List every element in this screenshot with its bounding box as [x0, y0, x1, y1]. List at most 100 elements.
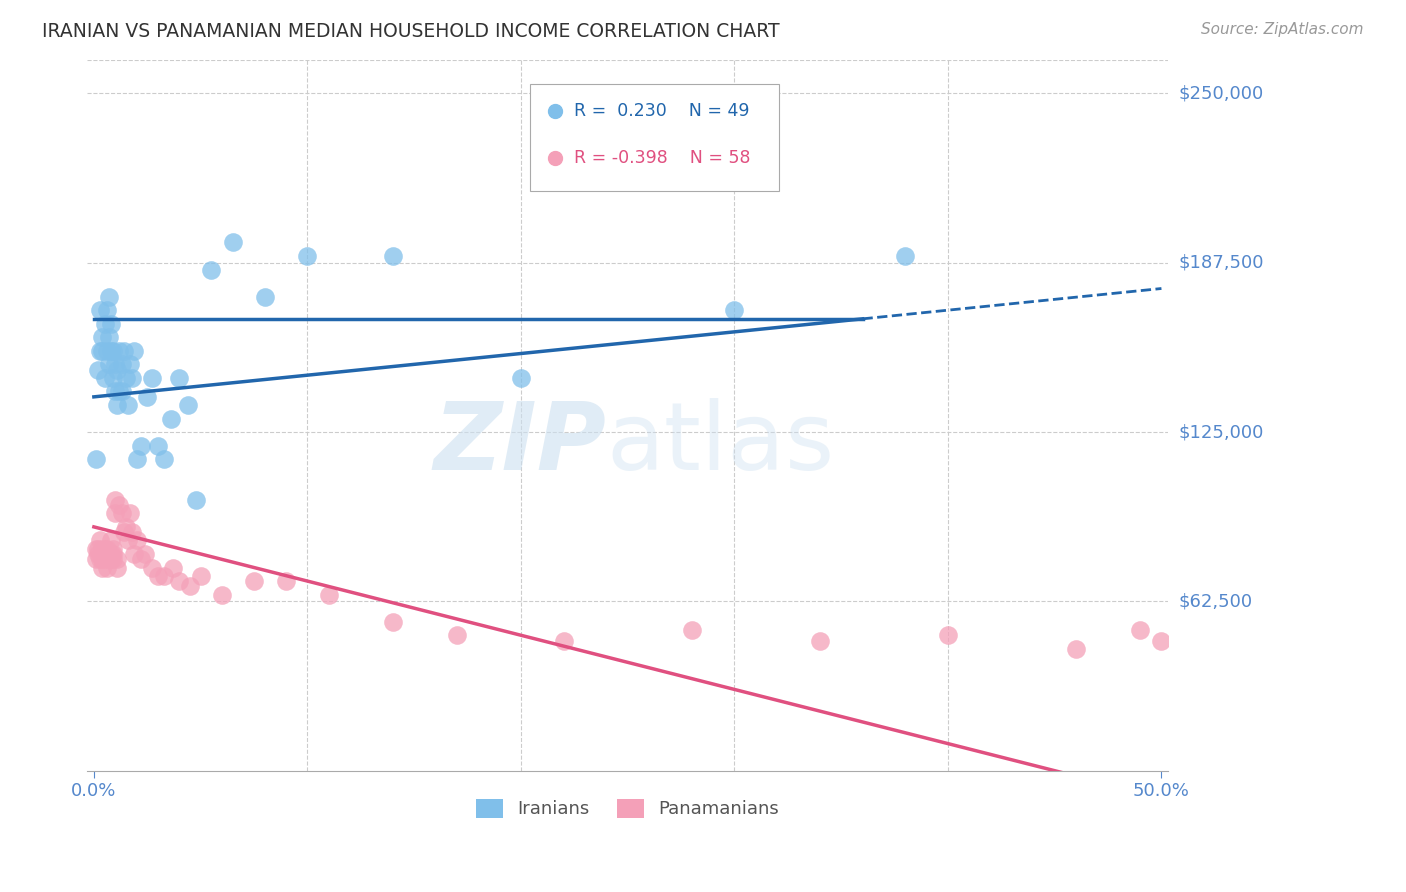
Point	[1007, 764, 1029, 778]
Point	[105, 398, 128, 412]
Point	[91, 541, 114, 556]
Point	[93, 541, 115, 556]
Point	[120, 357, 142, 371]
Point	[221, 235, 243, 250]
Point	[100, 343, 122, 358]
Point	[101, 343, 124, 358]
Point	[89, 533, 111, 548]
Point	[97, 552, 120, 566]
Point	[115, 371, 138, 385]
Point	[179, 579, 201, 593]
Point	[681, 623, 703, 637]
Point	[186, 492, 208, 507]
Point	[93, 547, 115, 561]
Point	[91, 343, 114, 358]
Point	[1064, 641, 1087, 656]
Point	[381, 615, 404, 629]
Point	[146, 439, 169, 453]
Point	[153, 568, 176, 582]
Point	[141, 371, 163, 385]
Point	[93, 371, 115, 385]
Point	[111, 357, 134, 371]
Point	[108, 343, 131, 358]
Text: IRANIAN VS PANAMANIAN MEDIAN HOUSEHOLD INCOME CORRELATION CHART: IRANIAN VS PANAMANIAN MEDIAN HOUSEHOLD I…	[42, 22, 780, 41]
Point	[96, 541, 118, 556]
Text: R =  0.230    N = 49: R = 0.230 N = 49	[574, 102, 749, 120]
Point	[104, 357, 127, 371]
Point	[97, 330, 120, 344]
Point	[105, 560, 128, 574]
Point	[104, 492, 127, 507]
Point	[111, 384, 134, 399]
Point	[100, 552, 122, 566]
Point	[97, 547, 120, 561]
Text: $62,500: $62,500	[1180, 592, 1253, 610]
Point	[104, 506, 127, 520]
Point	[100, 317, 122, 331]
Point	[108, 384, 131, 399]
Point	[125, 452, 148, 467]
Point	[89, 343, 111, 358]
Point	[146, 568, 169, 582]
Point	[89, 303, 111, 318]
Text: $187,500: $187,500	[1180, 253, 1264, 272]
Point	[169, 371, 191, 385]
Point	[93, 317, 115, 331]
Point	[87, 363, 110, 377]
Point	[117, 533, 139, 548]
Point	[89, 552, 111, 566]
Point	[159, 411, 181, 425]
Point	[96, 547, 118, 561]
Point	[125, 533, 148, 548]
FancyBboxPatch shape	[530, 85, 779, 191]
Point	[162, 560, 184, 574]
Point	[101, 547, 124, 561]
Point	[112, 343, 135, 358]
Point	[105, 363, 128, 377]
Point	[243, 574, 266, 588]
Point	[134, 547, 156, 561]
Point	[84, 541, 107, 556]
Point	[446, 628, 468, 642]
Point	[190, 568, 212, 582]
Point	[84, 452, 107, 467]
Legend: Iranians, Panamanians: Iranians, Panamanians	[468, 792, 786, 826]
Point	[169, 574, 191, 588]
Point	[91, 560, 114, 574]
Point	[274, 574, 297, 588]
Point	[200, 262, 222, 277]
Point	[1150, 633, 1173, 648]
Point	[153, 452, 176, 467]
Point	[211, 588, 233, 602]
Point	[129, 552, 152, 566]
Text: $250,000: $250,000	[1180, 85, 1264, 103]
Point	[124, 343, 146, 358]
Point	[97, 357, 120, 371]
Point	[129, 439, 152, 453]
Text: atlas: atlas	[606, 398, 834, 490]
Point	[93, 552, 115, 566]
Text: $125,000: $125,000	[1180, 423, 1264, 441]
Point	[101, 371, 124, 385]
Point	[96, 343, 118, 358]
Point	[96, 560, 118, 574]
Point	[723, 303, 745, 318]
Point	[115, 520, 138, 534]
Point	[101, 552, 124, 566]
Text: ZIP: ZIP	[433, 398, 606, 490]
Point	[177, 398, 200, 412]
Point	[141, 560, 163, 574]
Point	[121, 525, 143, 540]
Point	[253, 290, 276, 304]
Point	[101, 541, 124, 556]
Point	[100, 547, 122, 561]
Point	[1007, 764, 1029, 778]
Point	[121, 371, 143, 385]
Point	[87, 547, 110, 561]
Point	[84, 552, 107, 566]
Point	[112, 525, 135, 540]
Point	[808, 633, 831, 648]
Point	[318, 588, 340, 602]
Point	[894, 249, 917, 263]
Point	[136, 390, 159, 404]
